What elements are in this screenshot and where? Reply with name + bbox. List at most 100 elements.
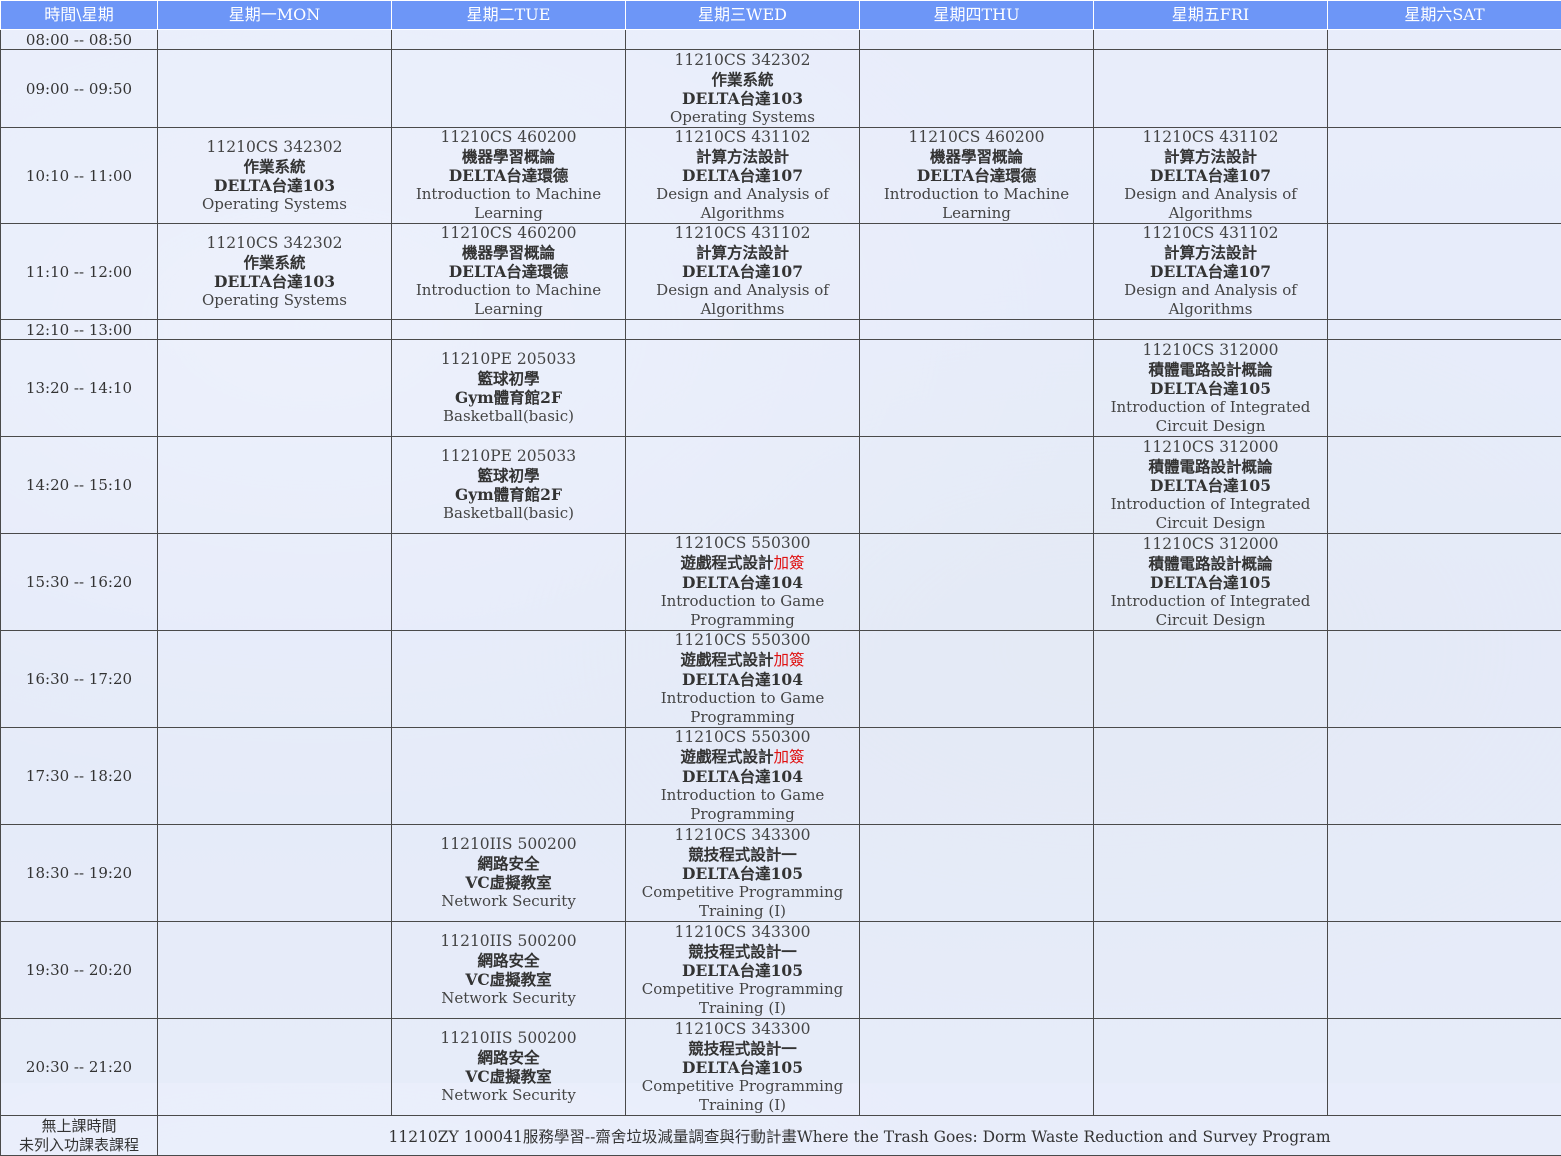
unscheduled-course[interactable]: 11210ZY 100041服務學習--齋舍垃圾減量調查與行動計畫Where t… [158,1116,1561,1156]
course-name: 競技程式設計一 [626,1039,859,1058]
empty-cell [1328,631,1561,728]
course-room: VC虛擬教室 [392,1067,625,1086]
course-name-text: 遊戲程式設計 [680,650,773,669]
course-english-name: Introduction to Machine Learning [392,185,625,223]
course-name: 計算方法設計 [1094,243,1327,262]
empty-cell [626,340,860,437]
course-code: 11210CS 431102 [1094,224,1327,243]
course-code: 11210CS 460200 [392,224,625,243]
course-english-name: Introduction of Integrated Circuit Desig… [1094,495,1327,533]
course-code: 11210CS 342302 [158,138,391,157]
course-name: 網路安全 [392,1048,625,1067]
header-sat: 星期六SAT [1328,1,1561,30]
empty-cell [1094,30,1328,50]
course-code: 11210PE 205033 [392,447,625,466]
empty-cell [1094,1019,1328,1116]
course-name: 競技程式設計一 [626,845,859,864]
course-room: DELTA台達103 [626,89,859,108]
add-sign-tag: 加簽 [774,651,805,669]
unscheduled-label: 無上課時間 未列入功課表課程 [1,1116,158,1156]
header-thu: 星期四THU [860,1,1094,30]
header-time: 時間\星期 [1,1,158,30]
time-cell: 18:30 -- 19:20 [1,825,158,922]
course-code: 11210CS 431102 [626,128,859,147]
empty-cell [1328,728,1561,825]
course-name: 計算方法設計 [626,147,859,166]
time-cell: 17:30 -- 18:20 [1,728,158,825]
empty-cell [1328,825,1561,922]
course-room: DELTA台達103 [158,176,391,195]
empty-cell [1328,922,1561,1019]
empty-cell [158,631,392,728]
course-english-name: Introduction of Integrated Circuit Desig… [1094,592,1327,630]
course-english-name: Design and Analysis of Algorithms [626,185,859,223]
course-code: 11210CS 343300 [626,1020,859,1039]
course-name-text: 遊戲程式設計 [680,747,773,766]
empty-cell [392,728,626,825]
time-cell: 15:30 -- 16:20 [1,534,158,631]
header-mon: 星期一MON [158,1,392,30]
course-code: 11210CS 342302 [626,51,859,70]
empty-cell [860,50,1094,128]
course-english-name: Design and Analysis of Algorithms [1094,281,1327,319]
empty-cell [1328,224,1561,320]
empty-cell [158,922,392,1019]
empty-cell [158,825,392,922]
empty-cell [158,728,392,825]
course-room: DELTA台達104 [626,670,859,689]
course-english-name: Introduction to Machine Learning [860,185,1093,223]
course-name: 計算方法設計 [1094,147,1327,166]
empty-cell [860,922,1094,1019]
course-room: Gym體育館2F [392,388,625,407]
time-cell: 09:00 -- 09:50 [1,50,158,128]
course-code: 11210CS 312000 [1094,341,1327,360]
course-code: 11210CS 431102 [626,224,859,243]
course-room: DELTA台達105 [1094,379,1327,398]
course-room: DELTA台達107 [626,166,859,185]
empty-cell [860,631,1094,728]
course-code: 11210CS 343300 [626,923,859,942]
empty-cell [860,30,1094,50]
course-english-name: Competitive Programming Training (I) [626,883,859,921]
empty-cell [860,437,1094,534]
empty-cell [1094,50,1328,128]
empty-cell [392,30,626,50]
empty-cell [1328,128,1561,224]
header-row: 時間\星期 星期一MON 星期二TUE 星期三WED 星期四THU 星期五FRI… [1,1,1561,30]
course-english-name: Network Security [392,1086,625,1105]
header-fri: 星期五FRI [1094,1,1328,30]
course-code: 11210CS 312000 [1094,535,1327,554]
empty-cell [626,437,860,534]
course-room: DELTA台達環德 [860,166,1093,185]
